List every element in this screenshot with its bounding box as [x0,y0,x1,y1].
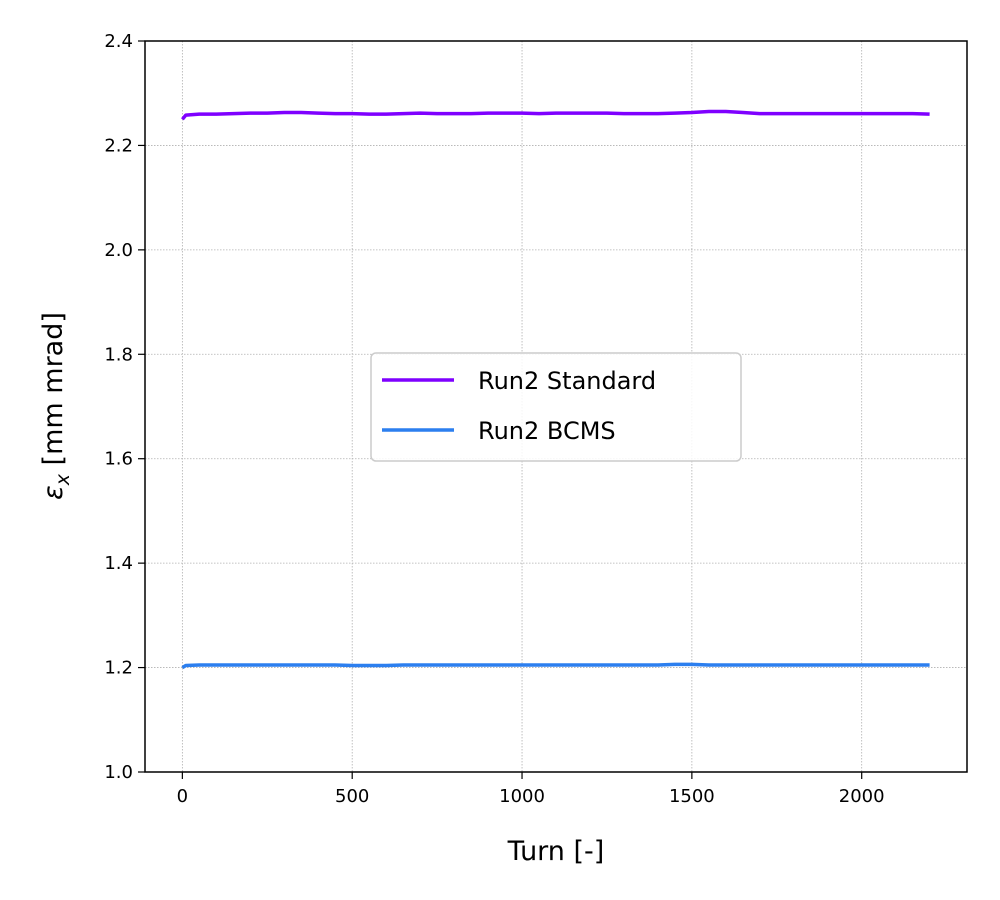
y-axis-title: εx [mm mrad] [38,312,74,500]
series-line-1 [181,662,930,670]
series-line-0 [181,109,930,121]
y-tick-label: 2.4 [104,31,133,52]
x-tick-label: 2000 [839,786,885,807]
legend: Run2 Standard Run2 BCMS [370,352,742,462]
x-tick-label: 1000 [499,786,545,807]
x-axis-title: Turn [-] [507,836,605,867]
y-axis-ticks: 1.0 1.2 1.4 1.6 1.8 2.0 2.2 2.4 [104,31,145,783]
y-tick-label: 1.0 [104,762,133,783]
y-tick-label: 1.2 [104,658,133,679]
y-tick-label: 2.2 [104,135,133,156]
y-tick-label: 2.0 [104,240,133,261]
x-tick-label: 0 [177,786,188,807]
y-axis-subscript: x [52,473,74,486]
y-tick-label: 1.6 [104,449,133,470]
y-tick-label: 1.8 [104,344,133,365]
x-tick-label: 500 [335,786,369,807]
legend-box [370,352,742,462]
y-tick-label: 1.4 [104,553,133,574]
plot-frame [144,40,968,773]
y-axis-symbol: ε [38,485,69,500]
legend-label-bcms: Run2 BCMS [478,417,616,445]
series-lines [181,109,930,670]
x-tick-label: 1500 [669,786,715,807]
x-axis-ticks: 0 500 1000 1500 2000 [177,772,885,807]
legend-label-standard: Run2 Standard [478,367,656,395]
y-axis-units: [mm mrad] [38,312,69,474]
